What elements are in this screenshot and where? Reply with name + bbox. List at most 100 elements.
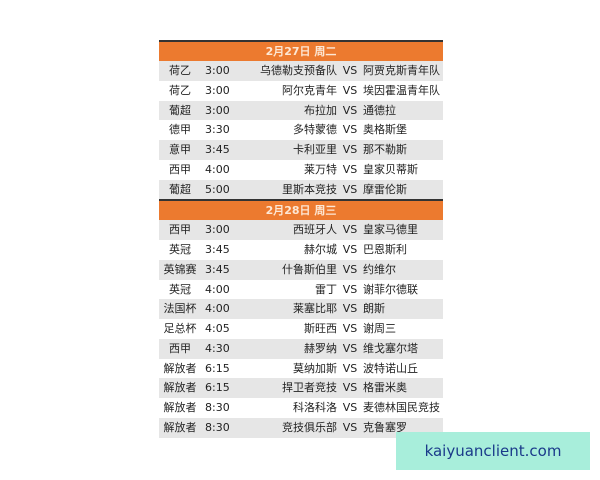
match-row: 葡超 5:00 里斯本竞技 VS 摩雷伦斯: [159, 179, 443, 200]
match-away: 埃因霍温青年队: [363, 83, 440, 97]
match-league: 葡超: [169, 182, 191, 196]
match-away: 那不勒斯: [363, 143, 407, 156]
match-league: 西甲: [169, 223, 191, 237]
match-time: 4:05: [205, 322, 230, 335]
match-home: 莫纳加斯: [293, 361, 337, 375]
match-time: 6:15: [205, 381, 230, 395]
match-vs: VS: [342, 64, 358, 77]
match-vs: VS: [342, 381, 358, 395]
match-vs: VS: [342, 341, 358, 355]
match-row: 解放者 8:30 竞技俱乐部 VS 克鲁塞罗: [159, 417, 443, 438]
watermark: kaiyuanclient.com: [396, 432, 590, 470]
match-time: 3:30: [205, 123, 230, 137]
match-row: 荷乙 3:00 阿尔克青年 VS 埃因霍温青年队: [159, 81, 443, 101]
match-vs: VS: [342, 103, 358, 117]
match-home: 捍卫者竞技: [282, 381, 337, 395]
match-row: 英冠 4:00 雷丁 VS 谢菲尔德联: [159, 280, 443, 300]
match-time: 3:45: [205, 262, 230, 276]
match-row: 解放者 8:30 科洛科洛 VS 麦德林国民竞技: [159, 398, 443, 418]
match-row: 英冠 3:45 赫尔城 VS 巴恩斯利: [159, 240, 443, 260]
match-time: 3:45: [205, 143, 230, 156]
match-away: 巴恩斯利: [363, 243, 407, 256]
match-row: 英锦赛 3:45 什鲁斯伯里 VS 约维尔: [159, 259, 443, 280]
match-row: 法国杯 4:00 莱塞比耶 VS 朗斯: [159, 299, 443, 319]
match-home: 里斯本竞技: [282, 182, 337, 196]
match-league: 西甲: [169, 341, 191, 355]
match-league: 西甲: [169, 162, 191, 176]
match-time: 6:15: [205, 361, 230, 375]
match-home: 莱万特: [304, 162, 337, 176]
match-away: 波特诺山丘: [363, 361, 418, 375]
match-vs: VS: [342, 243, 358, 256]
match-league: 解放者: [163, 361, 197, 375]
match-league: 英锦赛: [163, 262, 197, 276]
match-home: 竞技俱乐部: [282, 420, 337, 434]
match-row: 西甲 3:00 西班牙人 VS 皇家马德里: [159, 220, 443, 240]
match-vs: VS: [342, 182, 358, 196]
match-league: 解放者: [163, 381, 197, 395]
match-time: 4:00: [205, 302, 230, 316]
match-away: 谢菲尔德联: [363, 282, 418, 296]
match-vs: VS: [342, 322, 358, 335]
match-away: 奥格斯堡: [363, 123, 407, 137]
match-away: 皇家贝蒂斯: [363, 162, 418, 176]
match-time: 4:00: [205, 282, 230, 296]
match-league: 荷乙: [169, 83, 191, 97]
match-league: 葡超: [169, 103, 191, 117]
match-vs: VS: [342, 162, 358, 176]
match-home: 多特蒙德: [293, 123, 337, 137]
match-vs: VS: [342, 282, 358, 296]
match-row: 足总杯 4:05 斯旺西 VS 谢周三: [159, 319, 443, 339]
match-home: 斯旺西: [304, 322, 337, 335]
match-home: 赫罗纳: [304, 341, 337, 355]
match-home: 什鲁斯伯里: [282, 262, 337, 276]
match-home: 西班牙人: [293, 223, 337, 237]
match-league: 英冠: [169, 282, 191, 296]
match-away: 通德拉: [363, 103, 396, 117]
match-home: 阿尔克青年: [282, 83, 337, 97]
match-away: 维戈塞尔塔: [363, 341, 418, 355]
match-home: 卡利亚里: [293, 143, 337, 156]
match-home: 布拉加: [304, 103, 337, 117]
match-home: 赫尔城: [304, 243, 337, 256]
match-away: 克鲁塞罗: [363, 420, 407, 434]
match-row: 解放者 6:15 莫纳加斯 VS 波特诺山丘: [159, 359, 443, 379]
match-vs: VS: [342, 83, 358, 97]
match-away: 摩雷伦斯: [363, 182, 407, 196]
match-vs: VS: [342, 401, 358, 414]
match-league: 英冠: [169, 243, 191, 256]
match-time: 3:00: [205, 64, 230, 77]
match-vs: VS: [342, 361, 358, 375]
match-row: 意甲 3:45 卡利亚里 VS 那不勒斯: [159, 140, 443, 160]
schedule-table: 2月27日 周二 荷乙 3:00 乌德勒支预备队 VS 阿贾克斯青年队 荷乙 3:00 阿尔克青…: [159, 40, 443, 438]
match-time: 4:00: [205, 162, 230, 176]
match-row: 解放者 6:15 捍卫者竞技 VS 格雷米奥: [159, 378, 443, 398]
match-time: 3:00: [205, 83, 230, 97]
match-away: 阿贾克斯青年队: [363, 64, 440, 77]
match-away: 麦德林国民竞技: [363, 401, 440, 414]
match-vs: VS: [342, 302, 358, 316]
match-away: 格雷米奥: [363, 381, 407, 395]
match-home: 科洛科洛: [293, 401, 337, 414]
match-row: 葡超 3:00 布拉加 VS 通德拉: [159, 100, 443, 121]
match-time: 8:30: [205, 420, 230, 434]
match-time: 3:00: [205, 103, 230, 117]
match-home: 雷丁: [315, 282, 337, 296]
match-time: 8:30: [205, 401, 230, 414]
match-vs: VS: [342, 223, 358, 237]
match-away: 朗斯: [363, 302, 385, 316]
match-row: 荷乙 3:00 乌德勒支预备队 VS 阿贾克斯青年队: [159, 61, 443, 81]
match-row: 德甲 3:30 多特蒙德 VS 奥格斯堡: [159, 120, 443, 140]
match-league: 解放者: [163, 401, 197, 414]
match-row: 西甲 4:00 莱万特 VS 皇家贝蒂斯: [159, 160, 443, 180]
match-league: 荷乙: [169, 64, 191, 77]
match-league: 足总杯: [163, 322, 197, 335]
match-vs: VS: [342, 262, 358, 276]
match-time: 4:30: [205, 341, 230, 355]
match-league: 意甲: [169, 143, 191, 156]
match-home: 乌德勒支预备队: [260, 64, 337, 77]
match-away: 皇家马德里: [363, 223, 418, 237]
match-home: 莱塞比耶: [293, 302, 337, 316]
match-row: 西甲 4:30 赫罗纳 VS 维戈塞尔塔: [159, 338, 443, 359]
date-header: 2月27日 周二: [159, 40, 443, 61]
